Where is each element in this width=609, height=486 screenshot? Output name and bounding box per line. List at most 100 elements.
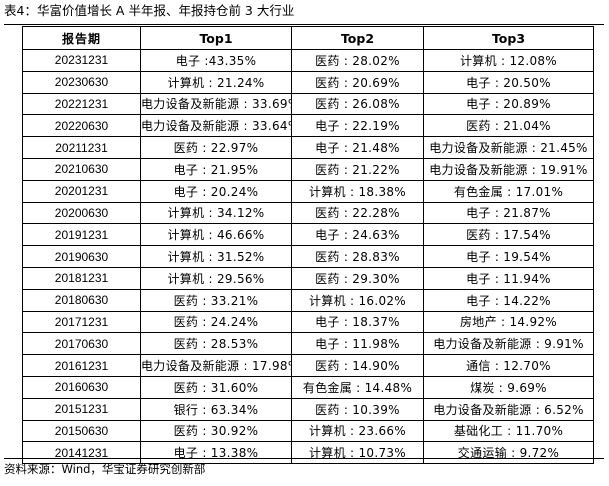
top1-cell: 计算机 : 21.24% — [140, 70, 292, 94]
top1-cell: 电力设备及新能源 : 17.98% — [140, 354, 292, 377]
top3-cell: 电力设备及新能源 : 9.91% — [423, 332, 594, 356]
table-row: 20211231 医药 : 22.97% 电子 : 21.48% 电力设备及新能源 :… — [22, 136, 594, 159]
top3-cell: 电子 : 20.50% — [423, 70, 594, 94]
top3-cell: 电力设备及新能源 : 6.52% — [423, 397, 594, 421]
table-row: 20171231 医药 : 24.24% 电子 : 18.37% 房地产 : 14.9… — [22, 310, 594, 334]
top3-cell: 有色金属 : 17.01% — [423, 179, 594, 203]
top3-cell: 医药 : 21.04% — [423, 114, 594, 138]
table-row: 20221231 电力设备及新能源 : 33.69% 医药 : 26.08% 电子 :… — [22, 92, 594, 116]
top2-cell: 电子 : 24.63% — [291, 223, 424, 247]
top1-cell: 计算机 : 29.56% — [140, 266, 292, 290]
top2-cell: 医药 : 22.28% — [291, 201, 424, 225]
table-row: 20231231 电子 :43.35% 医药 : 28.02% 计算机 : 12.08… — [22, 49, 594, 72]
table-row: 20180630 医药 : 33.21% 计算机 : 16.02% 电子 : 14.2… — [22, 288, 594, 312]
top2-cell: 电子 : 18.37% — [291, 310, 424, 334]
top1-cell: 医药 : 24.24% — [140, 310, 292, 334]
top2-cell: 电子 : 21.48% — [291, 136, 424, 159]
top3-cell: 电子 : 20.89% — [423, 92, 594, 116]
header-row: 报告期 Top1 Top2 Top3 — [22, 26, 594, 50]
top1-cell: 医药 : 22.97% — [140, 136, 292, 159]
top3-cell: 电子 : 19.54% — [423, 245, 594, 268]
period-cell: 20171231 — [22, 310, 141, 334]
holdings-table: 报告期 Top1 Top2 Top3 20231231 电子 :43.35% 医药 … — [22, 26, 594, 465]
top1-cell: 电子 : 13.38% — [140, 441, 292, 465]
period-cell: 20231231 — [22, 49, 141, 72]
top1-cell: 医药 : 31.60% — [140, 375, 292, 399]
table-row: 20230630 计算机 : 21.24% 医药 : 20.69% 电子 : 20.5… — [22, 70, 594, 94]
table-row: 20210630 电子 : 21.95% 医药 : 21.22% 电力设备及新能源 :… — [22, 157, 594, 181]
top2-cell: 有色金属 : 14.48% — [291, 375, 424, 399]
header-top1: Top1 — [140, 26, 292, 50]
table-row: 20141231 电子 : 13.38% 计算机 : 10.73% 交通运输 : 9.… — [22, 441, 594, 465]
period-cell: 20200630 — [22, 201, 141, 225]
top-rule — [4, 24, 604, 25]
period-cell: 20150630 — [22, 419, 141, 443]
top1-cell: 电力设备及新能源 : 33.64% — [140, 114, 292, 138]
period-cell: 20220630 — [22, 114, 141, 138]
top1-cell: 电子 : 21.95% — [140, 157, 292, 181]
top3-cell: 电子 : 14.22% — [423, 288, 594, 312]
top2-cell: 计算机 : 16.02% — [291, 288, 424, 312]
table-row: 20201231 电子 : 20.24% 计算机 : 18.38% 有色金属 : 17… — [22, 179, 594, 203]
top2-cell: 计算机 : 23.66% — [291, 419, 424, 443]
top1-cell: 电子 :43.35% — [140, 49, 292, 72]
period-cell: 20151231 — [22, 397, 141, 421]
top3-cell: 通信 : 12.70% — [423, 354, 594, 377]
top3-cell: 电子 : 11.94% — [423, 266, 594, 290]
top2-cell: 医药 : 14.90% — [291, 354, 424, 377]
bottom-rule — [4, 458, 604, 459]
table-caption: 表4：华富价值增长 A 半年报、年报持仓前 3 大行业 — [4, 3, 295, 18]
period-cell: 20221231 — [22, 92, 141, 116]
top1-cell: 医药 : 33.21% — [140, 288, 292, 312]
top3-cell: 计算机 : 12.08% — [423, 49, 594, 72]
table-row: 20151231 银行 : 63.34% 医药 : 10.39% 电力设备及新能源 :… — [22, 397, 594, 421]
top2-cell: 医药 : 21.22% — [291, 157, 424, 181]
table-row: 20191231 计算机 : 46.66% 电子 : 24.63% 医药 : 17.5… — [22, 223, 594, 247]
top2-cell: 医药 : 28.02% — [291, 49, 424, 72]
table-row: 20150630 医药 : 30.92% 计算机 : 23.66% 基础化工 : 11… — [22, 419, 594, 443]
header-period: 报告期 — [22, 26, 141, 50]
top1-cell: 电子 : 20.24% — [140, 179, 292, 203]
table-row: 20181231 计算机 : 29.56% 医药 : 29.30% 电子 : 11.9… — [22, 266, 594, 290]
top3-cell: 电力设备及新能源 : 19.91% — [423, 157, 594, 181]
table-row: 20200630 计算机 : 34.12% 医药 : 22.28% 电子 : 21.8… — [22, 201, 594, 225]
top1-cell: 银行 : 63.34% — [140, 397, 292, 421]
top3-cell: 电子 : 21.87% — [423, 201, 594, 225]
period-cell: 20170630 — [22, 332, 141, 356]
source-note: 资料来源：Wind，华宝证券研究创新部 — [4, 462, 206, 476]
top1-cell: 计算机 : 31.52% — [140, 245, 292, 268]
top1-cell: 电力设备及新能源 : 33.69% — [140, 92, 292, 116]
period-cell: 20230630 — [22, 70, 141, 94]
header-top3: Top3 — [423, 26, 594, 50]
top2-cell: 医药 : 20.69% — [291, 70, 424, 94]
table-row: 20220630 电力设备及新能源 : 33.64% 电子 : 22.19% 医药 :… — [22, 114, 594, 138]
top2-cell: 电子 : 11.98% — [291, 332, 424, 356]
table-row: 20161231 电力设备及新能源 : 17.98% 医药 : 14.90% 通信 :… — [22, 354, 594, 377]
top1-cell: 医药 : 30.92% — [140, 419, 292, 443]
period-cell: 20160630 — [22, 375, 141, 399]
table-row: 20160630 医药 : 31.60% 有色金属 : 14.48% 煤炭 : 9.6… — [22, 375, 594, 399]
top1-cell: 计算机 : 46.66% — [140, 223, 292, 247]
top3-cell: 医药 : 17.54% — [423, 223, 594, 247]
table-row: 20170630 医药 : 28.53% 电子 : 11.98% 电力设备及新能源 :… — [22, 332, 594, 356]
top3-cell: 煤炭 : 9.69% — [423, 375, 594, 399]
top3-cell: 基础化工 : 11.70% — [423, 419, 594, 443]
period-cell: 20191231 — [22, 223, 141, 247]
period-cell: 20211231 — [22, 136, 141, 159]
period-cell: 20190630 — [22, 245, 141, 268]
top3-cell: 电力设备及新能源 : 21.45% — [423, 136, 594, 159]
header-top2: Top2 — [291, 26, 424, 50]
period-cell: 20201231 — [22, 179, 141, 203]
period-cell: 20161231 — [22, 354, 141, 377]
period-cell: 20141231 — [22, 441, 141, 465]
top2-cell: 电子 : 22.19% — [291, 114, 424, 138]
top2-cell: 医药 : 26.08% — [291, 92, 424, 116]
table-row: 20190630 计算机 : 31.52% 医药 : 28.83% 电子 : 19.5… — [22, 245, 594, 268]
top2-cell: 医药 : 10.39% — [291, 397, 424, 421]
period-cell: 20180630 — [22, 288, 141, 312]
top1-cell: 计算机 : 34.12% — [140, 201, 292, 225]
top3-cell: 房地产 : 14.92% — [423, 310, 594, 334]
top2-cell: 计算机 : 10.73% — [291, 441, 424, 465]
top1-cell: 医药 : 28.53% — [140, 332, 292, 356]
top2-cell: 计算机 : 18.38% — [291, 179, 424, 203]
